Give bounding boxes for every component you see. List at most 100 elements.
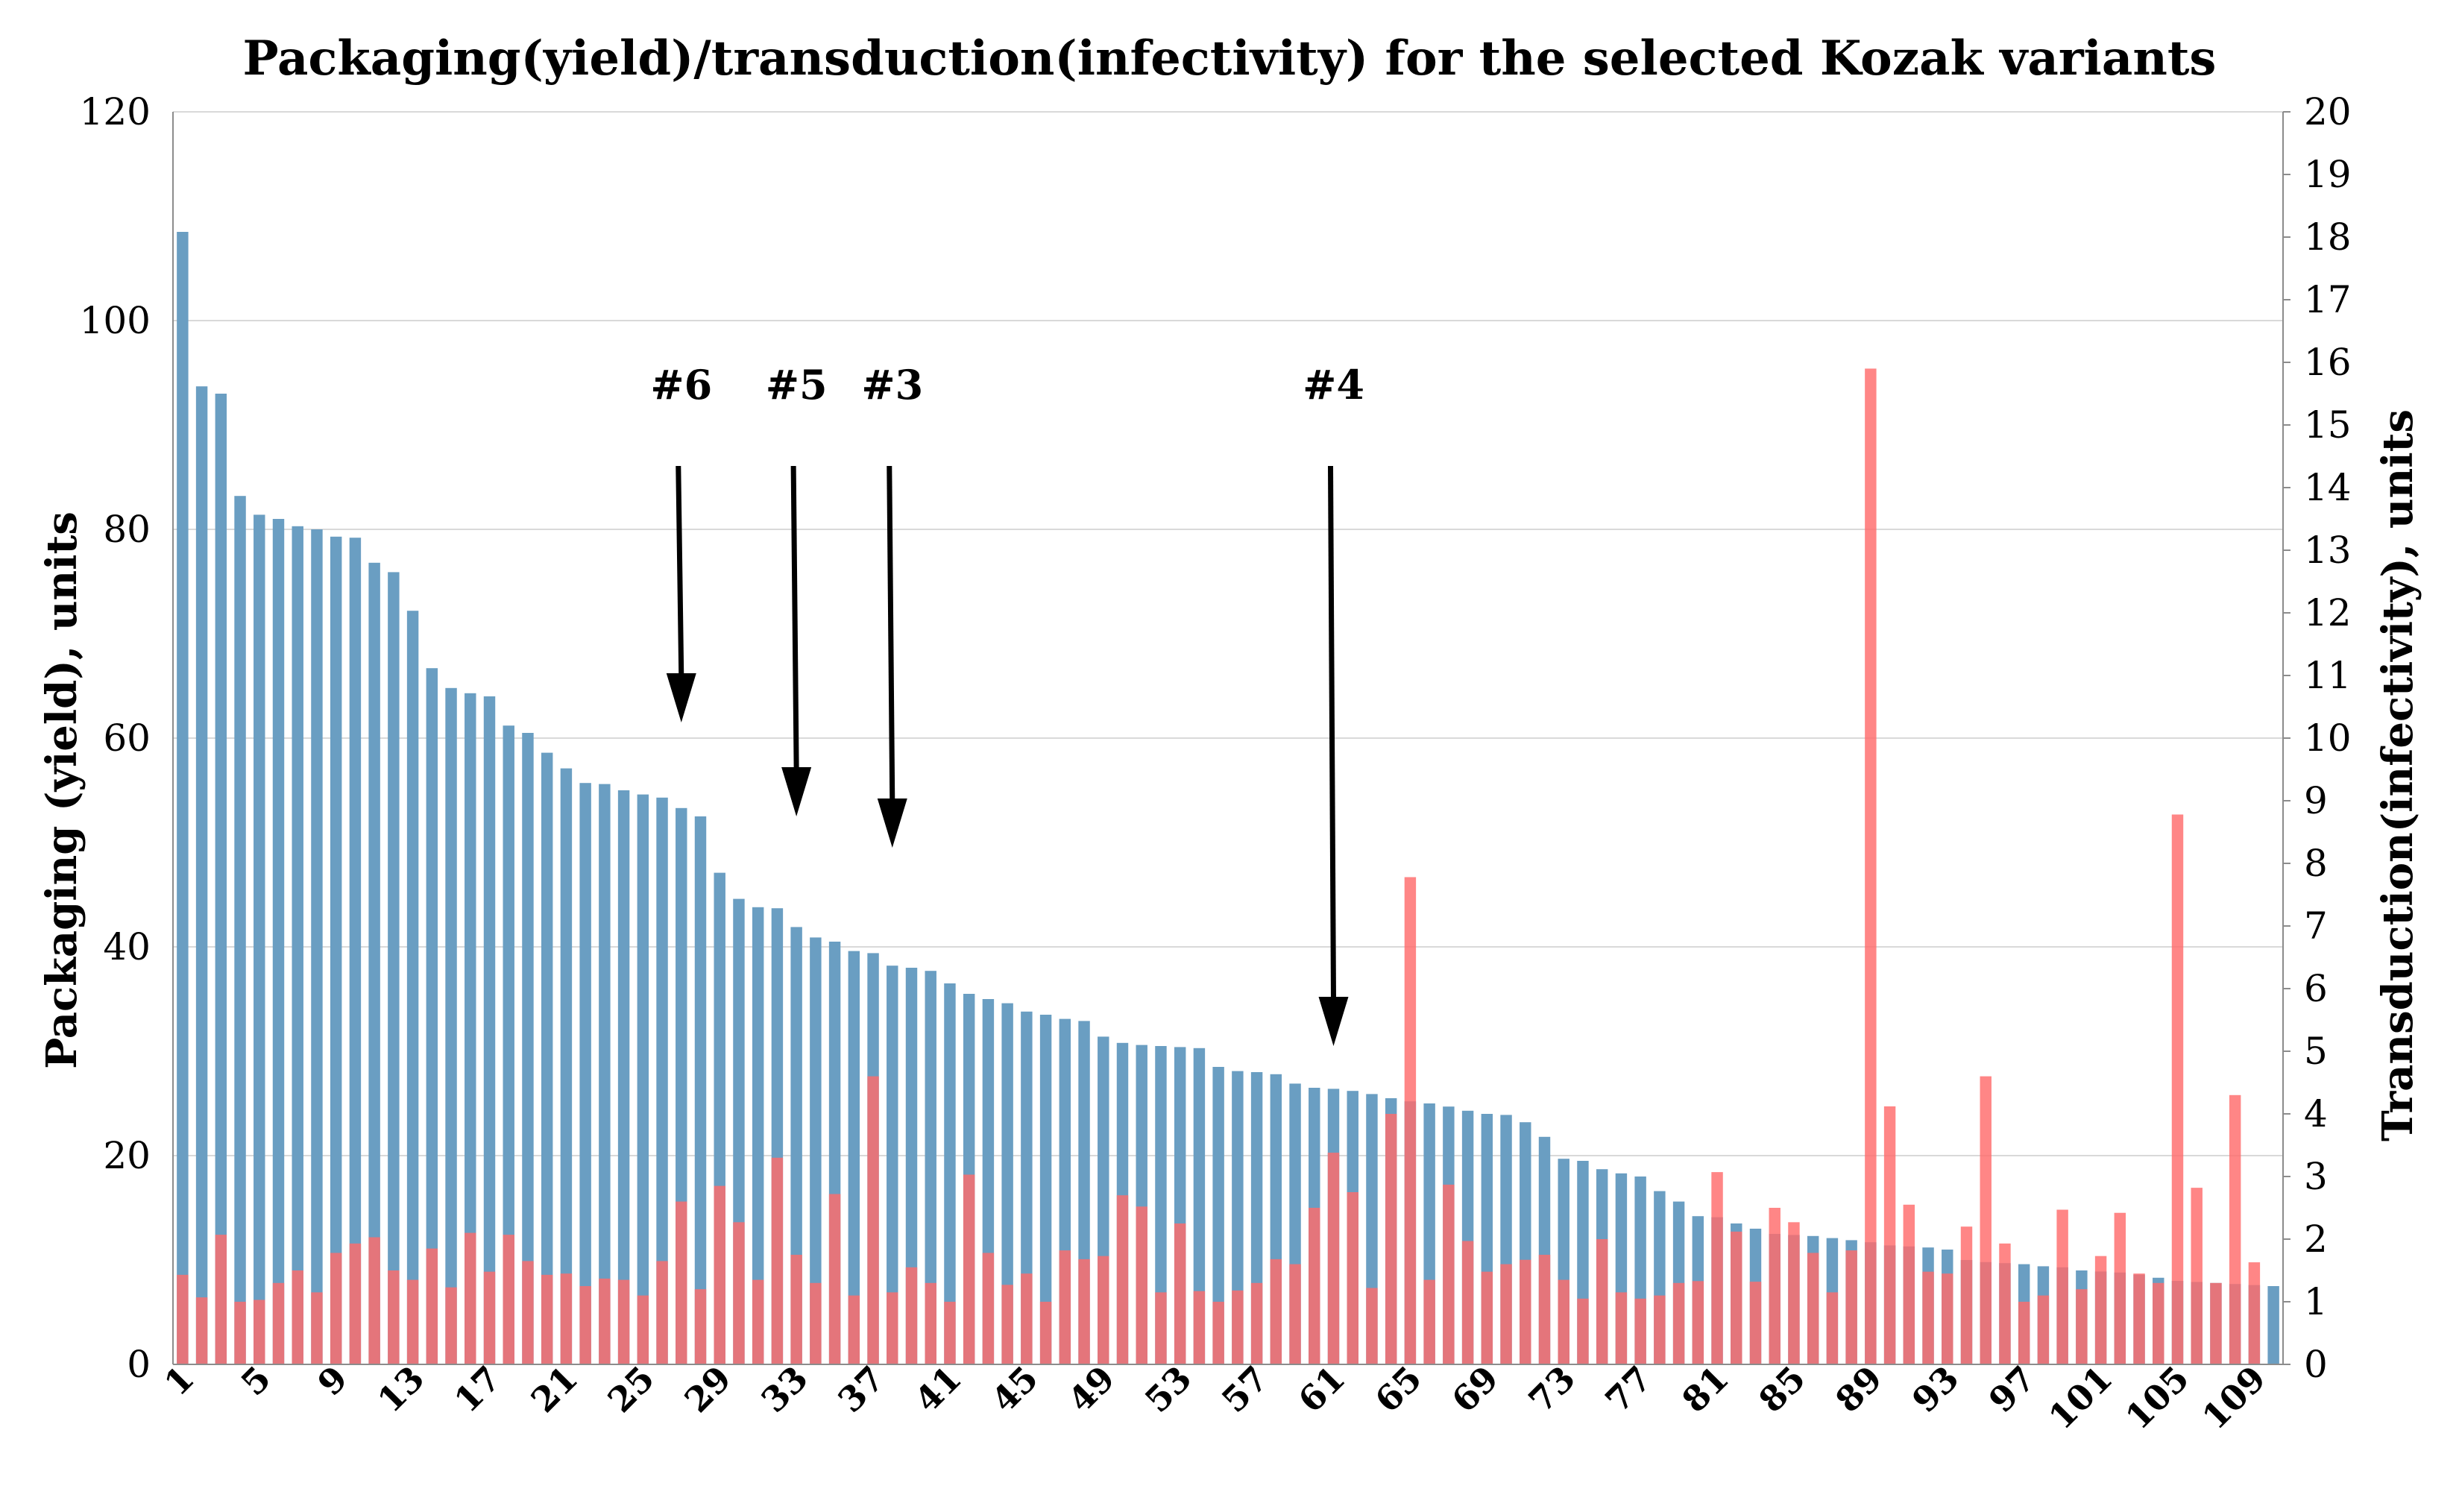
transduction-bar-60 — [1309, 1208, 1320, 1364]
transduction-bar-57 — [1250, 1282, 1263, 1364]
transduction-bar-79 — [1672, 1282, 1685, 1364]
packaging-bar-40 — [925, 971, 936, 1364]
packaging-bar-23 — [599, 784, 611, 1364]
annotation-label: #3 — [861, 361, 923, 409]
right-tick-label-5: 5 — [2304, 1030, 2328, 1073]
packaging-bar-5 — [254, 514, 265, 1364]
transduction-bar-5 — [254, 1300, 265, 1364]
left-tick-label-20: 20 — [103, 1134, 151, 1177]
transduction-bar-2 — [195, 1297, 208, 1364]
transduction-bar-25 — [637, 1295, 649, 1364]
transduction-bar-3 — [215, 1235, 227, 1364]
right-tick-label-17: 17 — [2304, 278, 2352, 321]
transduction-bar-77 — [1634, 1298, 1646, 1364]
transduction-bar-69 — [1481, 1271, 1493, 1364]
arrow-head — [877, 798, 907, 848]
arrow-shaft — [790, 465, 799, 771]
transduction-bar-85 — [1788, 1222, 1800, 1364]
transduction-bar-84 — [1769, 1208, 1781, 1364]
transduction-bar-34 — [810, 1282, 822, 1364]
packaging-bar-8 — [311, 529, 323, 1364]
transduction-bar-12 — [388, 1270, 400, 1364]
transduction-bar-104 — [2153, 1282, 2164, 1364]
transduction-bar-99 — [2056, 1209, 2068, 1364]
transduction-bar-106 — [2191, 1188, 2203, 1364]
left-axis-tick-labels: 0 20 40 60 80 100 120 — [80, 90, 151, 1386]
packaging-bar-1 — [177, 232, 189, 1364]
packaging-bar-15 — [445, 687, 457, 1364]
packaging-bar-52 — [1155, 1046, 1167, 1364]
transduction-bar-91 — [1903, 1204, 1915, 1364]
transduction-bar-68 — [1461, 1241, 1474, 1364]
transduction-bar-21 — [560, 1273, 573, 1364]
transduction-bar-97 — [2018, 1302, 2030, 1364]
packaging-bar-2 — [195, 386, 208, 1365]
transduction-bar-83 — [1749, 1282, 1762, 1364]
packaging-bar-44 — [1001, 1003, 1013, 1364]
transduction-bar-72 — [1538, 1255, 1551, 1364]
transduction-bar-41 — [944, 1302, 956, 1364]
transduction-bar-108 — [2229, 1094, 2241, 1364]
transduction-bar-31 — [752, 1279, 764, 1364]
transduction-bar-59 — [1289, 1264, 1301, 1364]
packaging-bar-110 — [2267, 1286, 2279, 1364]
packaging-bar-38 — [887, 966, 898, 1364]
right-tick-label-9: 9 — [2304, 779, 2328, 822]
left-tick-label-100: 100 — [80, 299, 151, 342]
transduction-bar-65 — [1404, 877, 1417, 1364]
packaging-bar-11 — [368, 562, 380, 1364]
transduction-bar-109 — [2248, 1262, 2261, 1364]
transduction-bar-53 — [1174, 1223, 1186, 1364]
transduction-bar-52 — [1155, 1292, 1167, 1364]
left-tick-label-60: 60 — [103, 716, 151, 760]
packaging-bar-54 — [1193, 1048, 1206, 1364]
packaging-bar-7 — [292, 526, 303, 1364]
transduction-bar-42 — [963, 1174, 975, 1364]
transduction-bar-46 — [1039, 1302, 1052, 1364]
transduction-bar-80 — [1692, 1281, 1704, 1364]
transduction-bar-27 — [676, 1201, 687, 1364]
transduction-bar-22 — [579, 1286, 591, 1364]
right-tick-label-16: 16 — [2304, 341, 2352, 384]
packaging-bar-18 — [503, 725, 514, 1364]
annotation-label: #5 — [766, 361, 828, 409]
transduction-bar-62 — [1347, 1192, 1358, 1364]
transduction-bar-103 — [2133, 1273, 2145, 1364]
arrow-shaft — [1328, 465, 1336, 1001]
left-tick-label-120: 120 — [80, 90, 151, 133]
transduction-bar-61 — [1327, 1153, 1340, 1364]
transduction-bar-18 — [503, 1235, 514, 1364]
arrow-head — [666, 673, 696, 722]
transduction-bar-107 — [2210, 1282, 2222, 1364]
packaging-bar-36 — [848, 951, 860, 1364]
packaging-bar-6 — [272, 519, 285, 1364]
annotation-n6: #6 — [650, 361, 712, 722]
transduction-bar-37 — [867, 1076, 879, 1364]
transduction-bar-67 — [1443, 1184, 1455, 1364]
transduction-bar-76 — [1615, 1292, 1628, 1364]
right-tick-label-18: 18 — [2304, 215, 2352, 259]
packaging-bar-41 — [944, 983, 956, 1364]
left-tick-label-80: 80 — [103, 508, 151, 551]
transduction-bar-49 — [1098, 1256, 1109, 1364]
transduction-bar-47 — [1059, 1250, 1071, 1364]
transduction-bar-100 — [2076, 1289, 2088, 1364]
right-tick-label-8: 8 — [2304, 842, 2328, 885]
transduction-bar-35 — [828, 1194, 841, 1364]
right-tick-label-10: 10 — [2304, 716, 2352, 760]
transduction-bar-39 — [905, 1267, 918, 1364]
right-tick-label-14: 14 — [2304, 466, 2352, 509]
right-tick-label-19: 19 — [2304, 153, 2352, 196]
transduction-bar-17 — [483, 1271, 496, 1364]
transduction-bar-96 — [1999, 1243, 2011, 1364]
packaging-bar-21 — [560, 768, 573, 1364]
annotation-n3: #3 — [861, 361, 923, 848]
transduction-bar-86 — [1807, 1253, 1819, 1364]
transduction-bar-56 — [1232, 1290, 1244, 1364]
packaging-bar-14 — [426, 668, 438, 1364]
packaging-bar-20 — [541, 752, 553, 1364]
transduction-bar-78 — [1654, 1295, 1666, 1364]
transduction-bar-1 — [177, 1274, 189, 1364]
right-tick-label-20: 20 — [2304, 90, 2352, 133]
